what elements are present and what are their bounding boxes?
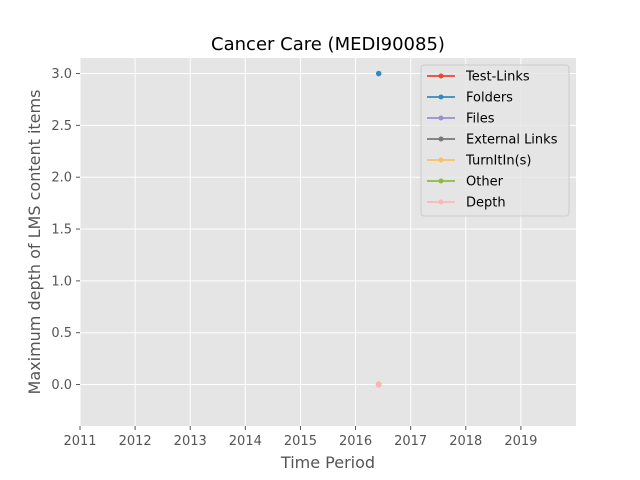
legend-swatch-marker <box>438 157 444 163</box>
y-tick-label: 0.0 <box>51 378 72 393</box>
legend: Test-Links Folders Files External Links Turn… <box>420 64 570 217</box>
legend-swatch-marker <box>438 136 444 142</box>
data-point <box>375 70 382 77</box>
y-axis-ticks: 0.0 0.5 1.0 1.5 2.0 2.5 3.0 <box>51 67 80 393</box>
legend-swatch-marker <box>438 115 444 121</box>
y-axis-label: Maximum depth of LMS content items <box>25 90 44 395</box>
legend-label: Folders <box>466 91 513 106</box>
legend-label: External Links <box>466 133 558 148</box>
x-tick-label: 2017 <box>394 434 427 449</box>
y-tick-label: 1.0 <box>51 274 72 289</box>
x-tick-label: 2015 <box>284 434 317 449</box>
legend-label: Other <box>466 175 504 190</box>
x-tick-label: 2013 <box>174 434 207 449</box>
x-tick-label: 2018 <box>449 434 482 449</box>
chart-title: Cancer Care (MEDI90085) <box>211 34 445 55</box>
x-tick-label: 2019 <box>504 434 537 449</box>
legend-label: Test-Links <box>465 70 530 85</box>
y-tick-label: 2.5 <box>51 119 72 134</box>
x-axis-ticks: 2011 2012 2013 2014 2015 2016 2017 2018 2019 <box>63 426 537 449</box>
legend-label: TurnItIn(s) <box>465 154 531 169</box>
data-series <box>375 70 382 388</box>
legend-item: Folders <box>427 91 513 106</box>
x-tick-label: 2012 <box>119 434 152 449</box>
legend-item: TurnItIn(s) <box>427 154 531 169</box>
legend-swatch-marker <box>438 178 444 184</box>
x-axis-label: Time Period <box>280 453 375 472</box>
y-tick-label: 1.5 <box>51 223 72 238</box>
legend-swatch-marker <box>438 199 444 205</box>
x-tick-label: 2014 <box>229 434 262 449</box>
legend-label: Files <box>466 112 495 127</box>
series-depth <box>375 381 382 388</box>
legend-item: Other <box>427 175 504 190</box>
legend-label: Depth <box>466 196 506 211</box>
legend-item: External Links <box>427 133 558 148</box>
legend-item: Files <box>427 112 495 127</box>
y-tick-label: 0.5 <box>51 326 72 341</box>
legend-swatch-marker <box>438 94 444 100</box>
legend-item: Test-Links <box>427 70 530 85</box>
legend-swatch-marker <box>438 73 444 79</box>
legend-item: Depth <box>427 196 506 211</box>
data-point <box>375 381 382 388</box>
legend-frame <box>420 64 570 217</box>
x-tick-label: 2011 <box>63 434 96 449</box>
y-tick-label: 2.0 <box>51 171 72 186</box>
series-folders <box>375 70 382 77</box>
x-tick-label: 2016 <box>339 434 372 449</box>
y-tick-label: 3.0 <box>51 67 72 82</box>
